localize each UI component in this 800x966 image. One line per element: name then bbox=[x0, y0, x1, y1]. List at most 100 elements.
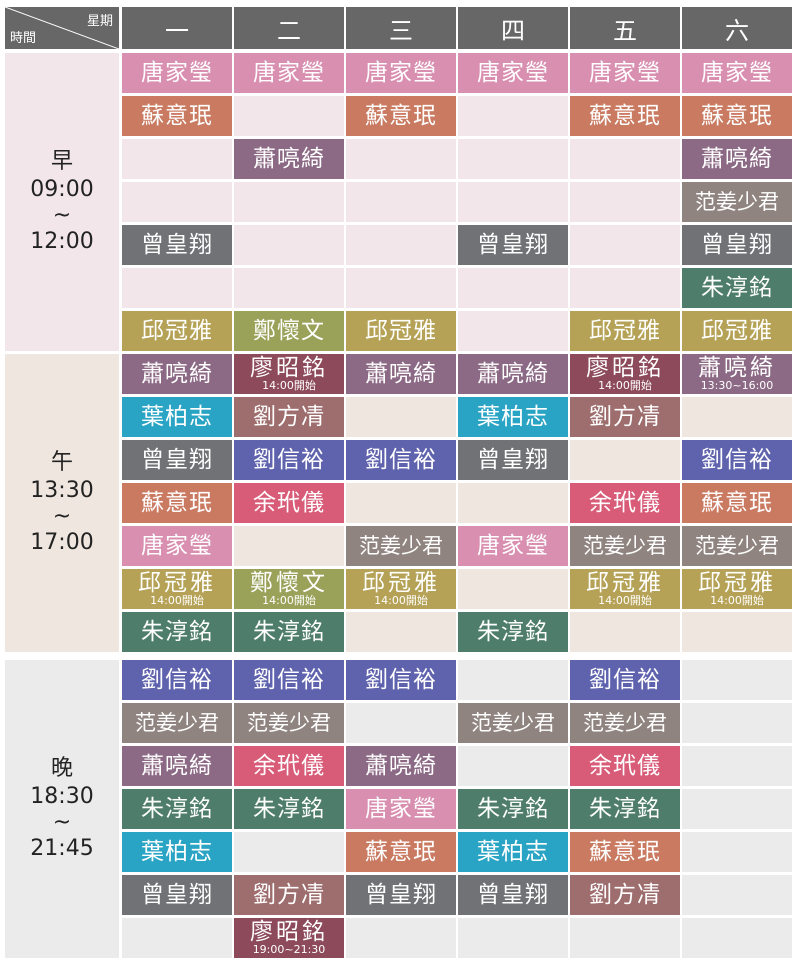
empty-slot bbox=[570, 139, 680, 179]
day-header-2: 二 bbox=[234, 7, 344, 49]
entry-name: 劉信裕 bbox=[365, 447, 437, 473]
schedule-entry: 邱冠雅 bbox=[122, 311, 232, 351]
entry-name: 曾皇翔 bbox=[477, 882, 549, 908]
entry-name: 廖昭銘 bbox=[250, 355, 328, 381]
header-diagonal-line bbox=[5, 7, 119, 49]
schedule-entry: 蕭喨綺 bbox=[346, 354, 456, 394]
schedule-entry: 余玳儀 bbox=[570, 746, 680, 786]
schedule-entry: 朱淳銘 bbox=[234, 789, 344, 829]
entry-name: 范姜少君 bbox=[695, 190, 779, 214]
schedule-entry: 余玳儀 bbox=[234, 746, 344, 786]
entry-name: 唐家瑩 bbox=[365, 60, 437, 86]
day-header-5: 五 bbox=[570, 7, 680, 49]
entry-name: 邱冠雅 bbox=[362, 570, 440, 596]
schedule-entry: 蕭喨綺 bbox=[234, 139, 344, 179]
entry-name: 邱冠雅 bbox=[365, 318, 437, 344]
empty-slot bbox=[458, 182, 568, 222]
entry-note: 14:00開始 bbox=[374, 594, 428, 607]
schedule-entry: 葉柏志 bbox=[458, 397, 568, 437]
schedule-entry: 邱冠雅 bbox=[682, 311, 792, 351]
period-label-morning: 早 09:00 ~12:00 bbox=[5, 53, 119, 351]
period-end: 17:00 bbox=[30, 530, 94, 555]
empty-slot bbox=[346, 268, 456, 308]
schedule-entry: 朱淳銘 bbox=[682, 268, 792, 308]
empty-slot bbox=[570, 182, 680, 222]
schedule-entry: 唐家瑩 bbox=[122, 53, 232, 93]
entry-name: 曾皇翔 bbox=[701, 232, 773, 258]
schedule-entry: 蕭喨綺 bbox=[458, 354, 568, 394]
entry-name: 蕭喨綺 bbox=[698, 355, 776, 381]
schedule-entry: 蘇意珉 bbox=[682, 96, 792, 136]
schedule-entry: 范姜少君 bbox=[458, 703, 568, 743]
empty-slot bbox=[458, 746, 568, 786]
entry-name: 朱淳銘 bbox=[589, 796, 661, 822]
schedule-entry: 范姜少君 bbox=[570, 703, 680, 743]
schedule-entry: 曾皇翔 bbox=[122, 440, 232, 480]
schedule-entry: 邱冠雅 14:00開始 bbox=[346, 569, 456, 609]
entry-name: 曾皇翔 bbox=[141, 447, 213, 473]
empty-slot bbox=[570, 268, 680, 308]
schedule-entry: 范姜少君 bbox=[234, 703, 344, 743]
schedule-entry: 蕭喨綺 bbox=[682, 139, 792, 179]
entry-name: 蕭喨綺 bbox=[701, 146, 773, 172]
period-tilde: ~ bbox=[52, 203, 72, 228]
entry-name: 葉柏志 bbox=[141, 404, 213, 430]
schedule-entry: 蘇意珉 bbox=[346, 832, 456, 872]
header-week-label: 星期 bbox=[86, 14, 113, 29]
schedule-entry: 劉信裕 bbox=[682, 440, 792, 480]
schedule-entry: 唐家瑩 bbox=[346, 789, 456, 829]
schedule-entry: 廖昭銘 14:00開始 bbox=[234, 354, 344, 394]
schedule-entry: 唐家瑩 bbox=[458, 526, 568, 566]
schedule-entry: 范姜少君 bbox=[682, 182, 792, 222]
empty-slot bbox=[682, 875, 792, 915]
empty-slot bbox=[346, 397, 456, 437]
schedule-entry: 朱淳銘 bbox=[458, 789, 568, 829]
schedule-entry: 唐家瑩 bbox=[122, 526, 232, 566]
period-tilde: ~ bbox=[52, 810, 72, 835]
empty-slot bbox=[458, 918, 568, 958]
schedule-entry: 劉信裕 bbox=[122, 660, 232, 700]
period-label-evening: 晚 18:30 ~21:45 bbox=[5, 660, 119, 958]
period-name: 午 bbox=[50, 450, 73, 475]
schedule-entry: 葉柏志 bbox=[458, 832, 568, 872]
schedule-entry: 蘇意珉 bbox=[570, 832, 680, 872]
entry-name: 曾皇翔 bbox=[477, 232, 549, 258]
schedule-entry: 劉信裕 bbox=[234, 660, 344, 700]
entry-name: 余玳儀 bbox=[589, 753, 661, 779]
empty-slot bbox=[682, 918, 792, 958]
entry-name: 余玳儀 bbox=[253, 753, 325, 779]
schedule-entry: 曾皇翔 bbox=[458, 225, 568, 265]
entry-name: 蕭喨綺 bbox=[365, 361, 437, 387]
schedule-entry: 邱冠雅 14:00開始 bbox=[570, 569, 680, 609]
schedule-entry: 劉信裕 bbox=[346, 660, 456, 700]
schedule-entry: 蕭喨綺 bbox=[122, 354, 232, 394]
entry-name: 曾皇翔 bbox=[141, 232, 213, 258]
empty-slot bbox=[234, 832, 344, 872]
empty-slot bbox=[234, 526, 344, 566]
schedule-entry: 唐家瑩 bbox=[346, 53, 456, 93]
entry-note: 14:00開始 bbox=[262, 594, 316, 607]
empty-slot bbox=[234, 182, 344, 222]
period-start: 13:30 bbox=[30, 478, 94, 503]
empty-slot bbox=[682, 660, 792, 700]
entry-note: 14:00開始 bbox=[598, 594, 652, 607]
entry-name: 范姜少君 bbox=[583, 711, 667, 735]
entry-name: 曾皇翔 bbox=[477, 447, 549, 473]
period-end: 21:45 bbox=[30, 836, 94, 861]
schedule-entry: 曾皇翔 bbox=[122, 225, 232, 265]
schedule-entry: 劉方凊 bbox=[570, 875, 680, 915]
schedule-entry: 唐家瑩 bbox=[570, 53, 680, 93]
entry-note: 14:00開始 bbox=[710, 594, 764, 607]
empty-slot bbox=[346, 139, 456, 179]
period-start: 18:30 bbox=[30, 784, 94, 809]
schedule-entry: 唐家瑩 bbox=[458, 53, 568, 93]
header-time-label: 時間 bbox=[10, 31, 37, 46]
empty-slot bbox=[234, 225, 344, 265]
entry-name: 鄭懷文 bbox=[253, 318, 325, 344]
entry-note: 14:00開始 bbox=[150, 594, 204, 607]
period-tilde: ~ bbox=[52, 504, 72, 529]
schedule-entry: 蘇意珉 bbox=[570, 96, 680, 136]
empty-slot bbox=[346, 182, 456, 222]
entry-note: 19:00~21:30 bbox=[252, 943, 326, 956]
entry-name: 劉方凊 bbox=[253, 882, 325, 908]
